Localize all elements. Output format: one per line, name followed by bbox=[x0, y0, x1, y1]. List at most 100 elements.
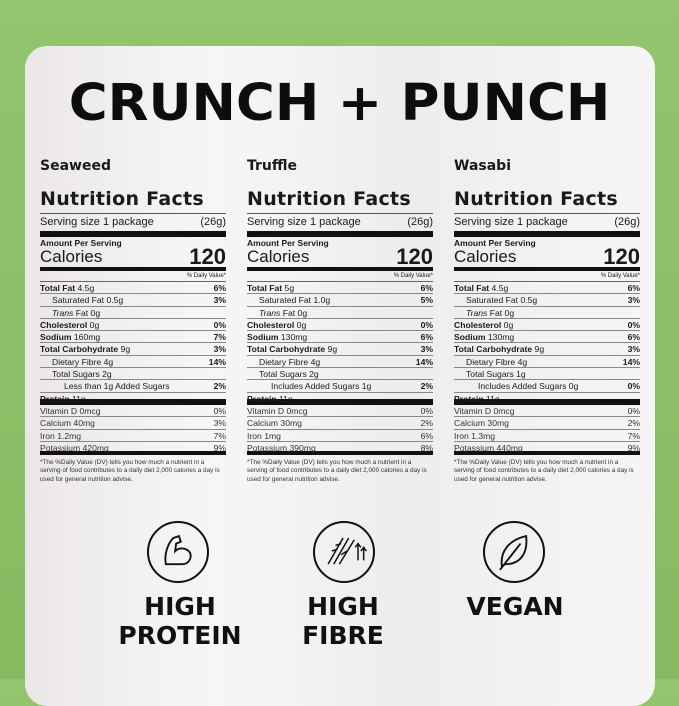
nutrient-row: Includes Added Sugars 1g 2% bbox=[247, 380, 433, 393]
serving-size: Serving size 1 package (26g) bbox=[454, 214, 640, 237]
badge-line: VEGAN bbox=[466, 592, 564, 621]
vitamin-amount: Iron 1.3mg bbox=[454, 430, 496, 441]
nutrient-dv: 3% bbox=[213, 344, 226, 355]
nutrient-dv: 3% bbox=[627, 344, 640, 355]
vitamin-row: Calcium 40mg 3% bbox=[40, 417, 226, 430]
vitamin-row: Iron 1.3mg 7% bbox=[454, 430, 640, 443]
nutrient-row: Saturated Fat 1.0g 5% bbox=[247, 294, 433, 307]
calories-value: 120 bbox=[396, 244, 433, 269]
nutrient-dv: 7% bbox=[213, 332, 226, 343]
badge-line: HIGH bbox=[307, 592, 379, 621]
vitamin-dv: 9% bbox=[627, 443, 640, 454]
nutrient-amount: 9g bbox=[325, 344, 338, 355]
nutrient-amount: Saturated Fat 1.0g bbox=[259, 295, 331, 306]
nutrient-row: Saturated Fat 0.5g 3% bbox=[40, 294, 226, 307]
nutrient-row: Sodium 160mg 7% bbox=[40, 331, 226, 344]
nutrient-name: Total Carbohydrate bbox=[454, 344, 533, 355]
nutrient-dv: 2% bbox=[213, 381, 226, 392]
serving-weight: (26g) bbox=[200, 216, 226, 228]
nutrient-amount: 11g bbox=[69, 393, 86, 404]
vitamin-dv: 2% bbox=[627, 418, 640, 429]
nutrient-amount: 5g bbox=[282, 283, 295, 293]
footnote: *The %Daily Value (DV) tells you how muc… bbox=[454, 458, 634, 483]
nutrient-name-italic: Trans bbox=[52, 307, 74, 318]
nutrient-dv: 0% bbox=[420, 319, 433, 330]
nutrient-amount: Total Sugars 1g bbox=[466, 369, 526, 380]
nutrient-name: Total Fat bbox=[40, 283, 76, 293]
serving-size: Serving size 1 package (26g) bbox=[40, 214, 226, 237]
nutrient-amount: 9g bbox=[118, 344, 131, 355]
nutrient-name: Sodium bbox=[247, 332, 279, 343]
nutrient-amount: Fat 0g bbox=[73, 307, 101, 318]
serving-size: Serving size 1 package (26g) bbox=[247, 214, 433, 237]
nutrient-name: Cholesterol bbox=[454, 319, 502, 330]
nutrient-amount: Dietary Fibre 4g bbox=[466, 356, 528, 367]
serving-weight: (26g) bbox=[614, 216, 640, 228]
nutrient-dv: 6% bbox=[420, 332, 433, 343]
nutrient-dv: 6% bbox=[627, 332, 640, 343]
nutrient-name: Protein bbox=[247, 393, 277, 404]
nutrient-row: Total Sugars 1g bbox=[454, 368, 640, 381]
nutrient-name: Total Carbohydrate bbox=[247, 344, 326, 355]
nutrient-dv: 14% bbox=[622, 356, 640, 367]
nutrient-amount: Fat 0g bbox=[487, 307, 515, 318]
nutrient-dv: 0% bbox=[213, 319, 226, 330]
calories-row: Calories 120 bbox=[454, 244, 640, 271]
nutrition-panel-seaweed: Seaweed Nutrition Facts Serving size 1 p… bbox=[40, 158, 226, 484]
serving-label: Serving size 1 package bbox=[40, 216, 154, 228]
nutrient-row: Total Fat 4.5g 6% bbox=[40, 282, 226, 295]
vitamin-amount: Iron 1.2mg bbox=[40, 430, 82, 441]
badge-line: FIBRE bbox=[302, 621, 384, 650]
vitamin-row: Calcium 30mg 2% bbox=[247, 417, 433, 430]
badge-high-protein: HIGH PROTEIN bbox=[100, 592, 260, 650]
flexed-arm-icon bbox=[147, 521, 209, 583]
serving-weight: (26g) bbox=[407, 216, 433, 228]
footnote: *The %Daily Value (DV) tells you how muc… bbox=[40, 458, 220, 483]
calories-label: Calories bbox=[247, 247, 310, 266]
amount-per-serving: Amount Per Serving bbox=[454, 238, 536, 248]
vitamin-amount: Vitamin D 0mcg bbox=[40, 405, 101, 416]
vitamin-row: Vitamin D 0mcg 0% bbox=[40, 405, 226, 418]
daily-value-header: % Daily Value* bbox=[247, 271, 433, 282]
nutrient-row: Dietary Fibre 4g 14% bbox=[454, 356, 640, 369]
calories-value: 120 bbox=[189, 244, 226, 269]
vitamin-dv: 0% bbox=[627, 405, 640, 416]
nutrient-row: Saturated Fat 0.5g 3% bbox=[454, 294, 640, 307]
nutrition-panel-truffle: Truffle Nutrition Facts Serving size 1 p… bbox=[247, 158, 433, 484]
vitamin-row: Potassium 390mg 8% bbox=[247, 442, 433, 455]
vitamin-dv: 0% bbox=[213, 405, 226, 416]
vitamin-amount: Potassium 390mg bbox=[247, 443, 316, 454]
nutrient-name: Cholesterol bbox=[40, 319, 88, 330]
nutrient-amount: Includes Added Sugars 1g bbox=[271, 381, 372, 392]
nutrient-row: Sodium 130mg 6% bbox=[454, 331, 640, 344]
leaf-icon bbox=[483, 521, 545, 583]
vitamin-amount: Calcium 40mg bbox=[40, 418, 95, 429]
amount-per-serving: Amount Per Serving bbox=[247, 238, 329, 248]
nutrient-row: Protein 11g bbox=[40, 393, 226, 405]
vitamin-amount: Potassium 420mg bbox=[40, 443, 109, 454]
flavor-name: Seaweed bbox=[40, 158, 111, 174]
product-card bbox=[25, 46, 655, 706]
calories-value: 120 bbox=[603, 244, 640, 269]
nutrient-name: Total Carbohydrate bbox=[40, 344, 119, 355]
vitamin-row: Iron 1.2mg 7% bbox=[40, 430, 226, 443]
badge-line: PROTEIN bbox=[118, 621, 242, 650]
nutrient-row: Total Fat 5g 6% bbox=[247, 282, 433, 295]
nutrient-dv: 2% bbox=[420, 381, 433, 392]
nutrient-row: Protein 11g bbox=[247, 393, 433, 405]
vitamin-amount: Potassium 440mg bbox=[454, 443, 523, 454]
calories-label: Calories bbox=[454, 247, 517, 266]
nutrient-amount: Includes Added Sugars 0g bbox=[478, 381, 579, 392]
nutrient-amount: 130mg bbox=[278, 332, 308, 343]
headline: CRUNCH + PUNCH bbox=[68, 74, 611, 133]
vitamin-amount: Vitamin D 0mcg bbox=[454, 405, 515, 416]
calories-label: Calories bbox=[40, 247, 103, 266]
nutrient-row: Dietary Fibre 4g 14% bbox=[247, 356, 433, 369]
nutrient-amount: 11g bbox=[276, 393, 293, 404]
nutrient-name: Total Fat bbox=[247, 283, 283, 293]
vitamin-row: Calcium 30mg 2% bbox=[454, 417, 640, 430]
vitamin-dv: 6% bbox=[420, 430, 433, 441]
nutrient-amount: 130mg bbox=[485, 332, 515, 343]
vitamin-amount: Iron 1mg bbox=[247, 430, 281, 441]
nutrient-row: Protein 11g bbox=[454, 393, 640, 405]
